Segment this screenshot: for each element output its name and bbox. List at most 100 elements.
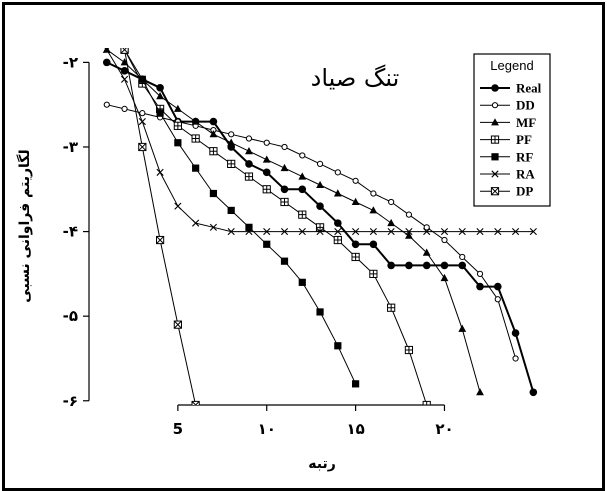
chart-title: تنگ صیاد xyxy=(311,64,400,92)
data-point-real xyxy=(440,261,449,270)
data-point-pf xyxy=(315,223,325,232)
data-point-real xyxy=(387,261,395,270)
data-point-ra xyxy=(120,75,129,83)
data-point-real xyxy=(120,67,129,75)
data-point-real xyxy=(156,83,164,92)
data-point-ra xyxy=(334,227,342,236)
data-point-mf xyxy=(191,117,200,125)
data-point-mf xyxy=(209,130,218,138)
legend-label: DD xyxy=(516,98,535,113)
data-point-dd xyxy=(423,224,430,231)
data-point-dd xyxy=(228,131,235,138)
data-point-dd xyxy=(405,211,413,218)
data-point-real xyxy=(422,261,431,270)
legend-item-real: Real xyxy=(480,81,542,96)
data-point-pf xyxy=(173,121,182,130)
data-point-pf xyxy=(422,400,431,405)
data-point-real xyxy=(405,261,413,270)
data-point-pf xyxy=(387,303,396,312)
data-point-dd xyxy=(352,177,359,184)
data-point-ra xyxy=(103,48,111,54)
data-point-pf xyxy=(227,159,236,168)
data-point-mf xyxy=(333,189,342,197)
data-point-ra xyxy=(192,219,200,227)
data-point-ra xyxy=(423,227,431,236)
data-point-dd xyxy=(476,270,484,277)
series-layer xyxy=(102,48,538,405)
series-dp xyxy=(120,48,200,405)
data-point-ra xyxy=(529,227,537,236)
data-point-pf xyxy=(351,252,360,262)
data-point-ra xyxy=(476,227,484,236)
data-point-ra xyxy=(280,227,289,236)
axes: -۲ -۳ -۴ -۵ -۶ 5 ۱۰ ۱۵ ۲۰ xyxy=(63,53,454,438)
data-point-ra xyxy=(298,227,306,236)
data-point-mf xyxy=(369,206,378,214)
legend-label: MF xyxy=(516,115,536,130)
legend-marker xyxy=(491,102,499,109)
series-line-rf xyxy=(124,49,357,385)
legend-item-dp: DP xyxy=(480,184,533,199)
data-point-dp xyxy=(120,48,129,54)
legend-marker xyxy=(490,187,500,196)
data-point-dd xyxy=(139,110,146,117)
data-point-pf xyxy=(298,210,307,219)
data-point-ra xyxy=(227,227,235,236)
legend-marker xyxy=(491,153,499,161)
data-point-real xyxy=(316,202,324,210)
data-point-mf xyxy=(458,324,467,332)
y-ticks: -۲ -۳ -۴ -۵ -۶ xyxy=(63,53,89,410)
data-point-real xyxy=(493,282,502,291)
data-point-real xyxy=(245,160,253,168)
x-axis-title: رتبه xyxy=(308,456,336,472)
x-tick-label: 5 xyxy=(173,420,183,438)
data-point-dd xyxy=(103,101,110,108)
data-point-dp xyxy=(138,142,147,152)
data-point-real xyxy=(458,261,467,270)
data-point-dd xyxy=(388,198,395,206)
data-point-dd xyxy=(441,236,448,244)
data-point-rf xyxy=(298,278,306,286)
y-tick-label: -۳ xyxy=(63,138,78,156)
data-point-pf xyxy=(369,269,378,278)
legend-marker xyxy=(491,84,499,92)
data-point-real xyxy=(529,388,538,397)
data-point-ra xyxy=(245,227,253,236)
data-point-real xyxy=(334,219,342,227)
data-point-rf xyxy=(174,139,182,147)
legend-marker xyxy=(491,170,499,178)
data-point-dd xyxy=(494,296,501,303)
data-point-mf xyxy=(476,388,484,396)
data-point-mf xyxy=(173,104,182,112)
data-point-ra xyxy=(316,227,324,236)
data-point-ra xyxy=(156,168,164,176)
data-point-rf xyxy=(334,342,342,350)
y-tick-label: -۲ xyxy=(63,53,78,71)
data-point-mf xyxy=(120,58,129,66)
data-point-pf xyxy=(191,134,200,143)
data-point-rf xyxy=(352,380,360,388)
data-point-dd xyxy=(299,152,306,159)
data-point-dd xyxy=(459,253,466,261)
legend-marker xyxy=(490,135,500,144)
data-point-mf xyxy=(245,147,253,155)
data-point-mf xyxy=(422,248,431,256)
data-point-rf xyxy=(263,240,271,248)
data-point-mf xyxy=(387,218,396,227)
data-point-real xyxy=(102,58,111,67)
data-point-pf xyxy=(262,185,271,194)
y-tick-label: -۴ xyxy=(63,223,78,241)
data-point-mf xyxy=(405,231,413,239)
data-point-rf xyxy=(138,75,146,83)
y-tick-label: -۵ xyxy=(63,307,78,325)
data-point-ra xyxy=(494,227,502,236)
legend-item-pf: PF xyxy=(480,132,532,147)
data-point-ra xyxy=(352,227,360,236)
data-point-rf xyxy=(227,206,235,215)
data-point-ra xyxy=(263,227,271,236)
data-point-real xyxy=(351,240,360,249)
legend-box xyxy=(473,53,551,207)
legend-item-dd: DD xyxy=(480,98,535,113)
data-point-dd xyxy=(121,105,128,113)
legend-title: Legend xyxy=(490,58,533,73)
